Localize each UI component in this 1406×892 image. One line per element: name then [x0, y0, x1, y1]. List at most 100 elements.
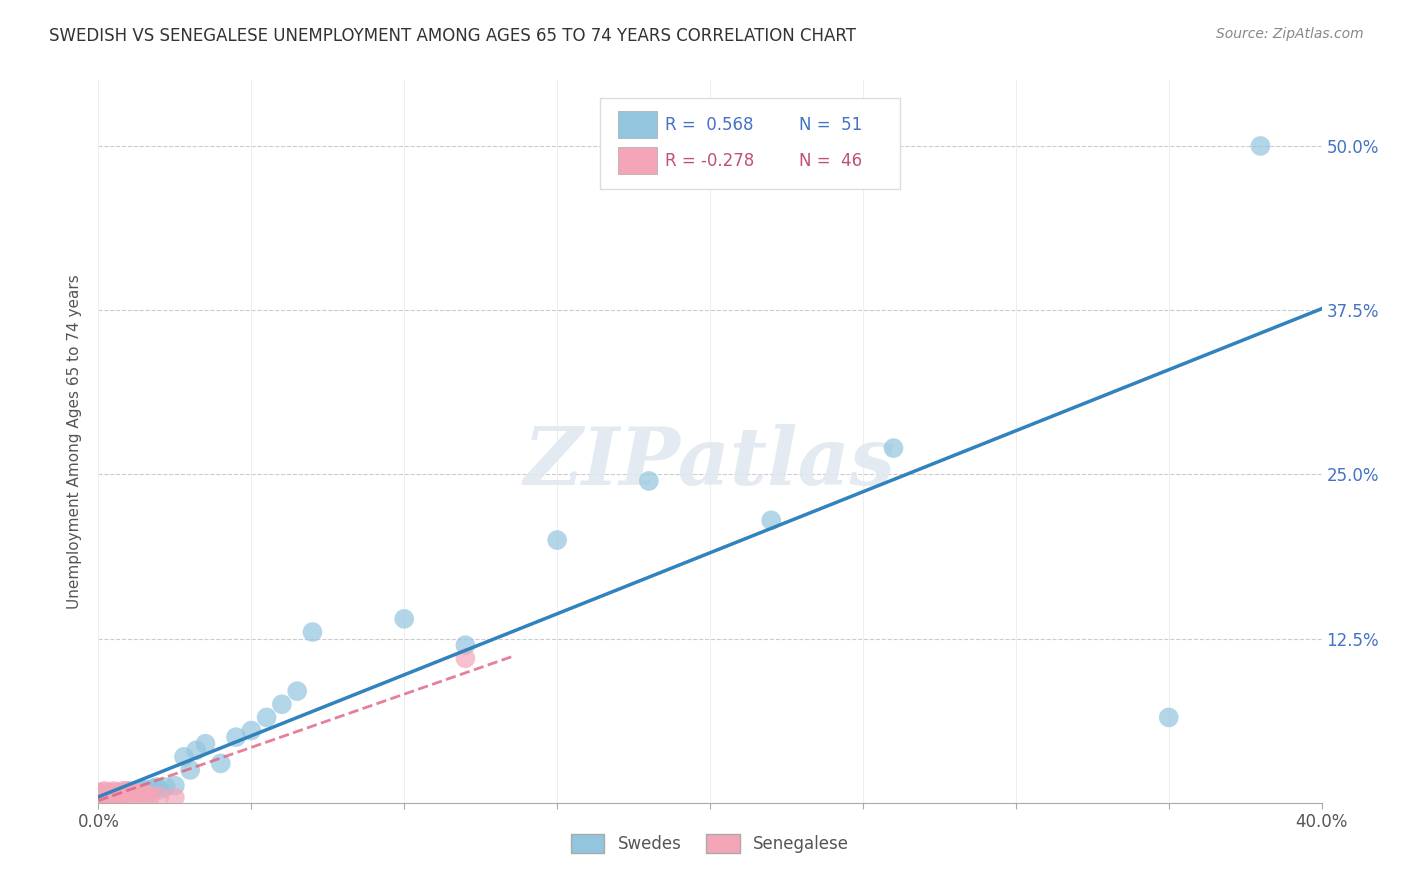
Point [149, 782, 172, 797]
Bar [619, 112, 658, 138]
Text: R = -0.278: R = -0.278 [665, 153, 754, 170]
Point [87, 792, 110, 806]
Point [93, 792, 115, 806]
Text: SWEDISH VS SENEGALESE UNEMPLOYMENT AMONG AGES 65 TO 74 YEARS CORRELATION CHART: SWEDISH VS SENEGALESE UNEMPLOYMENT AMONG… [49, 27, 856, 45]
Point [108, 787, 131, 801]
Point [139, 789, 162, 804]
Point [209, 756, 232, 771]
Point [1249, 139, 1271, 153]
Point [93, 789, 115, 804]
Point [121, 787, 143, 801]
Point [111, 785, 134, 799]
Point [129, 782, 152, 797]
Point [105, 787, 128, 801]
Point [240, 723, 263, 738]
Point [127, 785, 149, 799]
Point [93, 784, 115, 798]
Point [637, 474, 661, 488]
Point [87, 787, 110, 801]
Point [97, 790, 120, 805]
Point [100, 788, 122, 802]
Point [100, 790, 122, 805]
Point [142, 781, 165, 796]
Point [90, 788, 112, 802]
Point [111, 788, 134, 802]
Point [97, 789, 120, 804]
Point [87, 789, 110, 804]
Point [121, 785, 143, 799]
Point [149, 789, 172, 804]
Point [139, 784, 162, 798]
Point [103, 784, 125, 798]
Point [134, 787, 156, 801]
Point [118, 787, 141, 801]
Point [118, 784, 141, 798]
Point [108, 788, 131, 802]
Point [285, 684, 308, 698]
Point [173, 749, 195, 764]
Point [136, 788, 159, 802]
Point [103, 789, 125, 804]
Legend: Swedes, Senegalese: Swedes, Senegalese [564, 827, 856, 860]
Text: R =  0.568: R = 0.568 [665, 116, 754, 134]
Point [105, 785, 128, 799]
Point [124, 785, 146, 799]
Point [87, 785, 110, 799]
Point [129, 788, 152, 802]
Text: N =  46: N = 46 [800, 153, 862, 170]
Point [194, 737, 217, 751]
Text: ZIPatlas: ZIPatlas [524, 425, 896, 502]
Point [90, 790, 112, 805]
Point [97, 788, 120, 802]
Point [111, 784, 134, 798]
Point [118, 785, 141, 799]
Point [87, 788, 110, 802]
FancyBboxPatch shape [600, 98, 900, 189]
Point [118, 785, 141, 799]
Point [105, 788, 128, 802]
Point [90, 785, 112, 799]
Point [111, 788, 134, 802]
Point [103, 789, 125, 804]
Point [136, 782, 159, 797]
Point [883, 441, 905, 455]
Text: N =  51: N = 51 [800, 116, 862, 134]
Point [90, 790, 112, 805]
Point [103, 787, 125, 801]
Point [100, 788, 122, 802]
Point [454, 651, 477, 665]
Point [124, 784, 146, 798]
Point [163, 790, 186, 805]
Point [97, 787, 120, 801]
Point [127, 787, 149, 801]
Point [90, 789, 112, 804]
Point [90, 792, 112, 806]
Point [97, 785, 120, 799]
Point [103, 788, 125, 802]
Point [115, 784, 138, 798]
Point [163, 779, 186, 793]
Point [1157, 710, 1180, 724]
Point [256, 710, 278, 724]
Point [225, 730, 247, 744]
Point [100, 790, 122, 805]
Point [108, 785, 131, 799]
Point [392, 612, 416, 626]
Point [759, 513, 782, 527]
Point [270, 698, 292, 712]
Text: Source: ZipAtlas.com: Source: ZipAtlas.com [1216, 27, 1364, 41]
Point [87, 790, 110, 805]
Point [97, 789, 120, 804]
Point [108, 788, 131, 802]
Point [93, 789, 115, 804]
Point [105, 789, 128, 804]
Y-axis label: Unemployment Among Ages 65 to 74 years: Unemployment Among Ages 65 to 74 years [67, 274, 83, 609]
Point [186, 743, 208, 757]
Point [454, 638, 477, 652]
Point [115, 787, 138, 801]
Point [105, 787, 128, 801]
Point [145, 780, 167, 794]
Point [546, 533, 568, 547]
Point [115, 787, 138, 801]
Point [93, 788, 115, 802]
